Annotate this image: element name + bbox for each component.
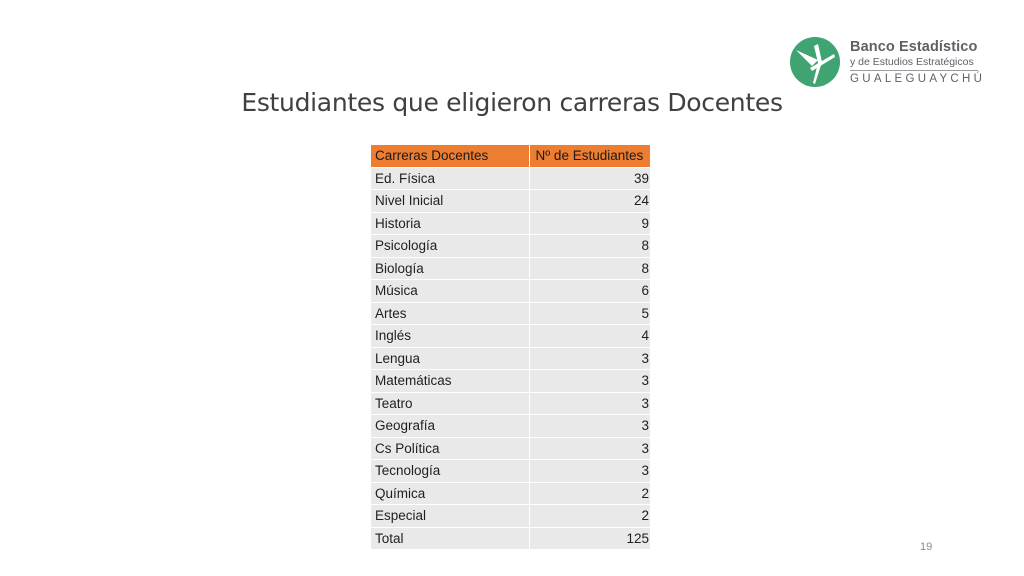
career-cell: Especial — [371, 504, 529, 528]
count-cell: 3 — [528, 347, 650, 370]
count-cell: 3 — [528, 437, 650, 460]
table-row: Nivel Inicial 24 — [371, 189, 650, 213]
logo-city: GUALEGUAYCHÚ — [850, 73, 986, 85]
table-row: Matemáticas 3 — [371, 369, 650, 393]
count-cell: 8 — [528, 234, 650, 258]
page-number: 19 — [920, 541, 933, 553]
table-body: Ed. Física 39 Nivel Inicial 24 Historia 9 Psic… — [371, 167, 650, 550]
career-cell: Tecnología — [371, 459, 529, 483]
table-row: Psicología 8 — [371, 234, 650, 258]
career-cell: Matemáticas — [371, 369, 529, 393]
career-cell: Lengua — [371, 347, 529, 370]
count-cell: 2 — [528, 504, 650, 528]
table-row: Música 6 — [371, 279, 650, 303]
careers-table: Carreras Docentes Nº de Estudiantes Ed. … — [371, 145, 650, 550]
count-cell: 3 — [528, 369, 650, 393]
count-cell: 125 — [528, 527, 650, 550]
count-cell: 4 — [528, 324, 650, 348]
table-row: Química 2 — [371, 482, 650, 505]
table-row: Historia 9 — [371, 212, 650, 235]
table-row: Biología 8 — [371, 257, 650, 280]
career-cell: Psicología — [371, 234, 529, 258]
table-row: Teatro 3 — [371, 392, 650, 415]
count-cell: 3 — [528, 392, 650, 415]
table-row: Total 125 — [371, 527, 650, 550]
column-header-career: Carreras Docentes — [371, 145, 530, 168]
table-row: Cs Política 3 — [371, 437, 650, 460]
count-cell: 39 — [528, 167, 650, 190]
column-header-count: Nº de Estudiantes — [529, 145, 650, 168]
count-cell: 3 — [528, 414, 650, 438]
career-cell: Artes — [371, 302, 529, 325]
table-row: Artes 5 — [371, 302, 650, 325]
table-row: Lengua 3 — [371, 347, 650, 370]
table-row: Geografía 3 — [371, 414, 650, 438]
logo: Banco Estadístico y de Estudios Estratég… — [788, 36, 988, 90]
table-row: Tecnología 3 — [371, 459, 650, 483]
career-cell: Teatro — [371, 392, 529, 415]
career-cell: Música — [371, 279, 529, 303]
count-cell: 6 — [528, 279, 650, 303]
count-cell: 5 — [528, 302, 650, 325]
career-cell: Química — [371, 482, 529, 505]
table-header-row: Carreras Docentes Nº de Estudiantes — [371, 145, 650, 168]
slide-title: Estudiantes que eligieron carreras Docen… — [241, 88, 783, 117]
career-cell: Historia — [371, 212, 529, 235]
logo-subtitle: y de Estudios Estratégicos — [850, 56, 974, 68]
career-cell: Biología — [371, 257, 529, 280]
career-cell: Nivel Inicial — [371, 189, 529, 213]
logo-mark-icon — [790, 37, 840, 87]
count-cell: 8 — [528, 257, 650, 280]
career-cell: Total — [371, 527, 529, 550]
career-cell: Ed. Física — [371, 167, 529, 190]
logo-name: Banco Estadístico — [850, 39, 978, 55]
table-row: Especial 2 — [371, 504, 650, 528]
career-cell: Inglés — [371, 324, 529, 348]
career-cell: Cs Política — [371, 437, 529, 460]
count-cell: 24 — [528, 189, 650, 213]
logo-divider — [850, 70, 978, 71]
table-row: Ed. Física 39 — [371, 167, 650, 190]
count-cell: 9 — [528, 212, 650, 235]
count-cell: 2 — [528, 482, 650, 505]
career-cell: Geografía — [371, 414, 529, 438]
count-cell: 3 — [528, 459, 650, 483]
table-row: Inglés 4 — [371, 324, 650, 348]
